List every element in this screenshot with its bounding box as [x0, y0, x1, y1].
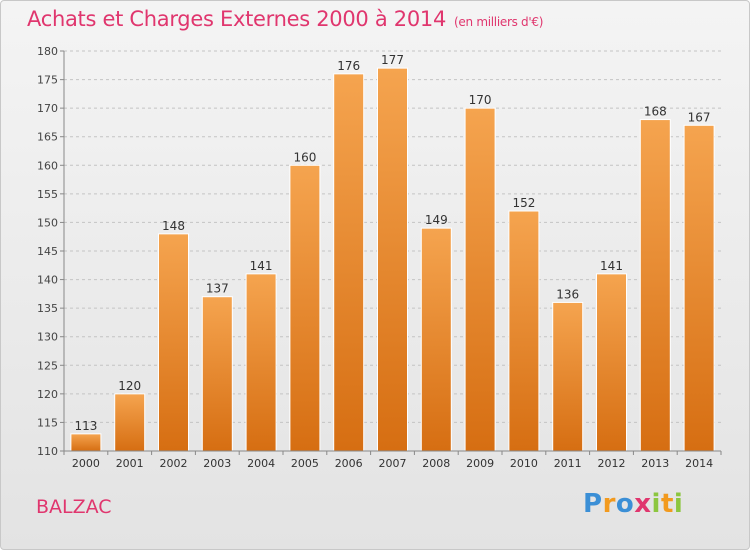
- town-name: BALZAC: [36, 496, 112, 518]
- bar-2011: [552, 301, 584, 452]
- bar-2004: [245, 273, 277, 452]
- y-tick-label: 140: [37, 274, 58, 287]
- bar-2013: [639, 119, 671, 452]
- bar-2000: [70, 433, 102, 452]
- x-tick-label-2014: 2014: [685, 457, 713, 470]
- data-label-2008: 149: [425, 213, 448, 227]
- y-tick-label: 170: [37, 102, 58, 115]
- x-tick-label-2005: 2005: [291, 457, 319, 470]
- bar-2002: [158, 233, 189, 452]
- y-tick-label: 160: [37, 159, 58, 172]
- bars: [70, 67, 715, 452]
- y-tick-label: 130: [37, 331, 58, 344]
- x-tick-label-2006: 2006: [335, 457, 363, 470]
- bar-2010: [508, 210, 540, 452]
- data-label-2003: 137: [206, 282, 229, 296]
- logo-letter: i: [673, 489, 684, 519]
- x-tick-label-2004: 2004: [247, 457, 275, 470]
- data-label-2010: 152: [512, 196, 535, 210]
- proxiti-logo: Proxiti: [583, 489, 683, 519]
- bar-2012: [596, 273, 627, 452]
- bar-2006: [333, 73, 365, 452]
- y-tick-label: 165: [37, 131, 58, 144]
- bar-2003: [201, 296, 233, 452]
- data-label-2014: 167: [688, 110, 711, 124]
- bar-2005: [289, 164, 321, 452]
- data-label-2013: 168: [644, 105, 667, 119]
- x-tick-label-2001: 2001: [116, 457, 144, 470]
- chart-title-text: Achats et Charges Externes 2000 à 2014: [27, 7, 447, 31]
- x-tick-label-2009: 2009: [466, 457, 494, 470]
- y-tick-label: 115: [37, 416, 58, 429]
- data-label-2000: 113: [74, 419, 97, 433]
- x-tick-label-2010: 2010: [510, 457, 538, 470]
- y-tick-label: 125: [37, 359, 58, 372]
- x-tick-label-2000: 2000: [72, 457, 100, 470]
- data-label-2012: 141: [600, 259, 623, 273]
- bar-2007: [377, 67, 408, 452]
- logo-letter: P: [583, 489, 603, 519]
- x-tick-label-2003: 2003: [203, 457, 231, 470]
- x-tick-label-2011: 2011: [554, 457, 582, 470]
- bar-2009: [464, 107, 496, 452]
- data-label-2004: 141: [250, 259, 273, 273]
- logo-letter: o: [615, 489, 635, 519]
- logo-letter: x: [634, 489, 652, 519]
- x-tick-label-2002: 2002: [160, 457, 188, 470]
- bar-2008: [420, 227, 452, 452]
- y-tick-label: 145: [37, 245, 58, 258]
- y-tick-label: 150: [37, 216, 58, 229]
- x-tick-label-2008: 2008: [422, 457, 450, 470]
- x-tick-label-2013: 2013: [641, 457, 669, 470]
- data-label-2011: 136: [556, 287, 579, 301]
- x-axis: 2000 2001 2002 2003 2004 2005 2006 2007 2008 2009…: [63, 450, 722, 470]
- bar-2001: [114, 393, 146, 452]
- data-label-2005: 160: [293, 150, 316, 164]
- logo-letter: i: [651, 489, 661, 519]
- data-labels: 113 120 148 137 141 160 176 177 149 170 152 136 141 1…: [74, 53, 710, 433]
- bar-2014: [683, 124, 715, 452]
- data-label-2006: 176: [337, 59, 360, 73]
- logo-letter: r: [602, 489, 616, 519]
- y-tick-label: 135: [37, 302, 58, 315]
- chart-unit: (en milliers d'€): [454, 15, 544, 29]
- data-label-2002: 148: [162, 219, 185, 233]
- y-tick-label: 180: [37, 45, 58, 58]
- chart-title: Achats et Charges Externes 2000 à 2014 (e…: [27, 7, 543, 31]
- x-tick-label-2007: 2007: [379, 457, 407, 470]
- x-tick-label-2012: 2012: [598, 457, 626, 470]
- data-label-2001: 120: [118, 379, 141, 393]
- data-label-2009: 170: [469, 93, 492, 107]
- y-axis: 110 115 120 125 130 135 140 145 150 155 160 165 170 1…: [37, 45, 65, 458]
- y-tick-label: 155: [37, 188, 58, 201]
- y-tick-label: 120: [37, 388, 58, 401]
- data-label-2007: 177: [381, 53, 404, 67]
- y-tick-label: 175: [37, 74, 58, 87]
- logo-letter: t: [660, 489, 674, 519]
- y-tick-label: 110: [37, 445, 58, 458]
